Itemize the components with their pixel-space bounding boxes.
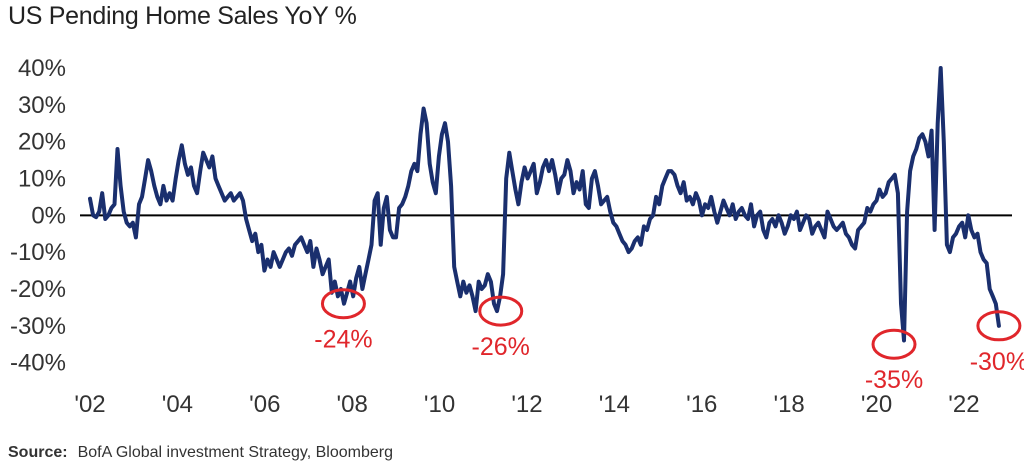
- chart-title: US Pending Home Sales YoY %: [8, 2, 357, 30]
- series-line: [88, 66, 1001, 343]
- y-tick-label: 20%: [18, 129, 66, 156]
- x-tick-label: '20: [861, 391, 892, 418]
- x-tick-label: '18: [774, 391, 805, 418]
- x-tick-label: '14: [599, 391, 630, 418]
- y-tick-label: -20%: [10, 276, 66, 303]
- annotation-circle: [320, 288, 366, 320]
- x-tick-label: '02: [74, 391, 105, 418]
- annotation-circle: [478, 295, 524, 327]
- y-axis-labels: 40% 30% 20% 10% 0% -10% -20% -30% -40%: [10, 55, 66, 377]
- y-tick-label: 10%: [18, 165, 66, 192]
- y-tick-label: -40%: [10, 350, 66, 377]
- annotation-label: -35%: [865, 366, 923, 394]
- y-tick-label: 40%: [18, 55, 66, 82]
- annotation-label: -26%: [472, 333, 530, 361]
- x-tick-label: '06: [249, 391, 280, 418]
- chart-plot: 40% 30% 20% 10% 0% -10% -20% -30% -40% '02 '04 '06…: [10, 55, 1024, 418]
- annotations: -24% -26% -35% -30%: [314, 288, 1024, 394]
- y-tick-label: -10%: [10, 239, 66, 266]
- source-prefix: Source:: [8, 444, 68, 461]
- x-tick-label: '12: [511, 391, 542, 418]
- x-tick-label: '22: [948, 391, 979, 418]
- x-tick-label: '04: [162, 391, 193, 418]
- y-tick-label: 0%: [31, 202, 66, 229]
- y-tick-label: 30%: [18, 92, 66, 119]
- x-tick-label: '16: [686, 391, 717, 418]
- annotation-label: -30%: [970, 348, 1024, 376]
- annotation-circle: [976, 310, 1022, 342]
- source-text: BofA Global investment Strategy, Bloombe…: [77, 444, 393, 461]
- annotation-circle: [871, 328, 917, 360]
- annotation-label: -24%: [314, 326, 372, 354]
- y-tick-label: -30%: [10, 313, 66, 340]
- x-axis-labels: '02 '04 '06 '08 '10 '12 '14 '16 '18 '20 '22: [74, 391, 979, 418]
- source-line: Source: BofA Global investment Strategy, …: [8, 444, 393, 462]
- x-tick-label: '10: [424, 391, 455, 418]
- x-tick-label: '08: [337, 391, 368, 418]
